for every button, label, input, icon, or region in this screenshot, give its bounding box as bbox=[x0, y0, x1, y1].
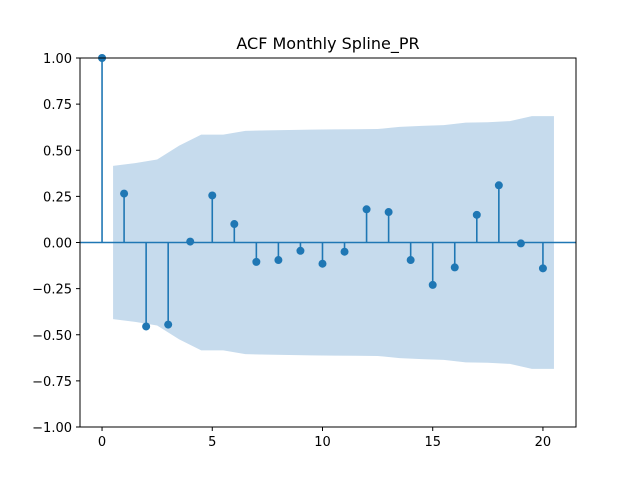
stem-marker bbox=[296, 246, 305, 255]
y-tick-label: 0.75 bbox=[43, 98, 72, 113]
x-tick-label: 15 bbox=[424, 435, 441, 450]
stem-marker bbox=[516, 239, 525, 248]
stem-marker bbox=[340, 247, 349, 256]
x-tick-label: 5 bbox=[208, 435, 216, 450]
stem-marker bbox=[186, 237, 195, 246]
stem-marker bbox=[208, 191, 217, 200]
stem-marker bbox=[230, 220, 239, 229]
stem-marker bbox=[428, 280, 437, 289]
x-tick-label: 10 bbox=[314, 435, 331, 450]
stem-marker bbox=[494, 181, 503, 190]
y-tick-label: 0.50 bbox=[43, 144, 72, 159]
stem-marker bbox=[142, 322, 151, 331]
stem-marker bbox=[318, 259, 327, 268]
x-tick-label: 0 bbox=[98, 435, 106, 450]
stem-marker bbox=[450, 263, 459, 272]
y-tick-label: −1.00 bbox=[32, 421, 72, 436]
y-tick-label: −0.50 bbox=[32, 329, 72, 344]
y-tick-label: −0.75 bbox=[32, 375, 72, 390]
chart-title: ACF Monthly Spline_PR bbox=[236, 34, 419, 54]
y-tick-label: 1.00 bbox=[43, 52, 72, 67]
stem-marker bbox=[538, 264, 547, 273]
stem-marker bbox=[164, 320, 173, 329]
stem-marker bbox=[472, 210, 481, 219]
x-tick-label: 20 bbox=[535, 435, 552, 450]
y-tick-label: −0.25 bbox=[32, 283, 72, 298]
stem-marker bbox=[362, 205, 371, 214]
stem-marker bbox=[252, 257, 261, 266]
stem-marker bbox=[120, 189, 129, 198]
stem-marker bbox=[274, 256, 283, 265]
stem-marker bbox=[406, 256, 415, 265]
y-tick-label: 0.25 bbox=[43, 190, 72, 205]
stem-marker bbox=[384, 208, 393, 217]
y-tick-label: 0.00 bbox=[43, 237, 72, 252]
